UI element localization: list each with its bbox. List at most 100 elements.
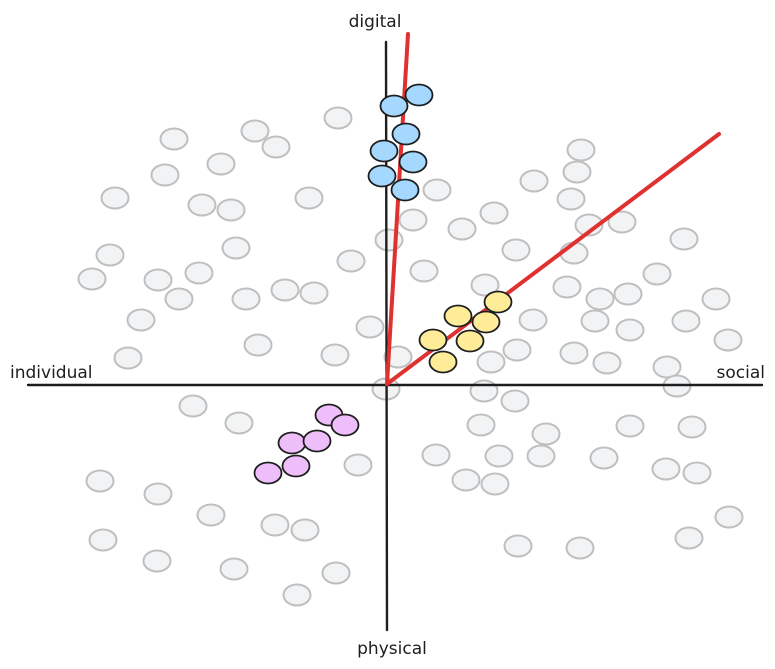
neutral-dot xyxy=(701,287,731,311)
neutral-dot xyxy=(674,526,704,550)
neutral-dot xyxy=(669,227,699,251)
neutral-dot xyxy=(221,236,251,260)
neutral-dot xyxy=(323,106,353,130)
blue-dot xyxy=(369,139,399,163)
yellow-dot xyxy=(455,329,485,353)
neutral-dot xyxy=(240,119,270,143)
neutral-dot xyxy=(501,238,531,262)
neutral-dot xyxy=(343,453,373,477)
purple-dot xyxy=(277,431,307,455)
blue-dot xyxy=(390,178,420,202)
neutral-dot xyxy=(224,411,254,435)
neutral-dot xyxy=(615,318,645,342)
neutral-dot xyxy=(682,461,712,485)
blue-dot xyxy=(391,122,421,146)
purple-cluster xyxy=(253,403,360,485)
neutral-dot xyxy=(100,186,130,210)
neutral-dot xyxy=(355,315,385,339)
yellow-dot xyxy=(471,310,501,334)
neutral-dot xyxy=(671,309,701,333)
neutral-dot xyxy=(260,513,290,537)
neutral-dot xyxy=(585,287,615,311)
yellow-dot xyxy=(428,350,458,374)
neutral-dot xyxy=(299,281,329,305)
neutral-dot xyxy=(607,210,637,234)
neutral-dot xyxy=(143,268,173,292)
cluster-dots xyxy=(253,83,513,485)
neutral-dot xyxy=(677,415,707,439)
neutral-dot xyxy=(470,273,500,297)
neutral-dot xyxy=(294,186,324,210)
neutral-dot xyxy=(421,443,451,467)
neutral-dot xyxy=(613,282,643,306)
neutral-dot xyxy=(451,468,481,492)
yellow-dot xyxy=(418,328,448,352)
ray-digital xyxy=(385,32,410,386)
neutral-dot xyxy=(231,287,261,311)
neutral-dot xyxy=(552,275,582,299)
neutral-dot xyxy=(518,308,548,332)
neutral-dot xyxy=(219,557,249,581)
label-individual: individual xyxy=(10,363,93,383)
neutral-dot xyxy=(479,201,509,225)
neutral-dot xyxy=(164,287,194,311)
neutral-dots xyxy=(77,106,744,607)
neutral-dot xyxy=(519,169,549,193)
neutral-dot xyxy=(261,135,291,159)
neutral-dot xyxy=(126,308,156,332)
neutral-dot xyxy=(526,444,556,468)
neutral-dot xyxy=(282,583,312,607)
neutral-dot xyxy=(484,444,514,468)
neutral-dot xyxy=(580,309,610,333)
neutral-dot xyxy=(398,208,428,232)
neutral-dot xyxy=(714,505,744,529)
vertical-axis xyxy=(384,40,389,632)
neutral-dot xyxy=(562,160,592,184)
label-digital: digital xyxy=(349,12,402,32)
neutral-dot xyxy=(500,389,530,413)
neutral-dot xyxy=(321,561,351,585)
neutral-dot xyxy=(565,536,595,560)
label-physical: physical xyxy=(357,639,427,659)
neutral-dot xyxy=(95,243,125,267)
neutral-dot xyxy=(652,355,682,379)
neutral-dot xyxy=(143,482,173,506)
purple-dot xyxy=(330,413,360,437)
yellow-dot xyxy=(483,290,513,314)
neutral-dot xyxy=(476,350,506,374)
neutral-dot xyxy=(713,328,743,352)
neutral-dot xyxy=(196,503,226,527)
neutral-dot xyxy=(243,333,273,357)
yellow-dot xyxy=(443,304,473,328)
neutral-dot xyxy=(642,262,672,286)
neutral-dot xyxy=(559,341,589,365)
neutral-dot xyxy=(85,469,115,493)
purple-dot xyxy=(253,461,283,485)
neutral-dot xyxy=(159,127,189,151)
label-social: social xyxy=(717,363,765,383)
purple-dot xyxy=(281,454,311,478)
neutral-dot xyxy=(206,152,236,176)
neutral-dot xyxy=(480,472,510,496)
blue-cluster xyxy=(367,83,434,202)
neutral-dot xyxy=(383,345,413,369)
neutral-dot xyxy=(574,213,604,237)
neutral-dot xyxy=(503,534,533,558)
neutral-dot xyxy=(184,261,214,285)
neutral-dot xyxy=(409,259,439,283)
neutral-dot xyxy=(187,193,217,217)
blue-dot xyxy=(398,150,428,174)
neutral-dot xyxy=(592,351,622,375)
neutral-dot xyxy=(566,138,596,162)
purple-dot xyxy=(302,429,332,453)
neutral-dot xyxy=(88,528,118,552)
neutral-dot xyxy=(320,343,350,367)
neutral-dot xyxy=(178,394,208,418)
blue-dot xyxy=(379,94,409,118)
neutral-dot xyxy=(447,217,477,241)
yellow-cluster xyxy=(418,290,513,374)
neutral-dot xyxy=(216,198,246,222)
neutral-dot xyxy=(502,338,532,362)
